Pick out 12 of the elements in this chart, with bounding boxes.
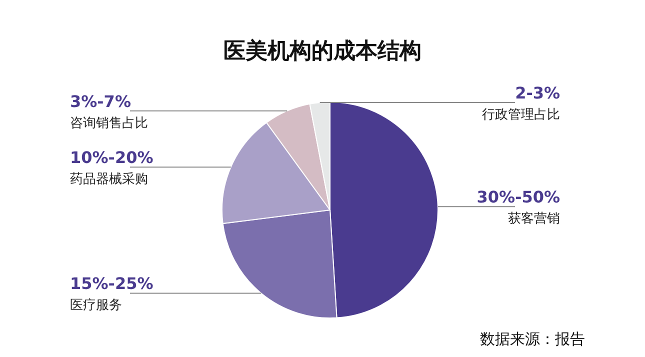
- slice-label: 行政管理占比: [482, 107, 560, 122]
- slice-label: 获客营销: [508, 210, 560, 227]
- text: 10%-20%: [70, 148, 154, 168]
- chart-title: 医美机构的成本结构: [222, 38, 422, 66]
- slice-label: 医疗服务: [70, 298, 122, 314]
- slice-label: 咨询销售占比: [70, 116, 148, 131]
- text: 15%-25%: [70, 274, 154, 294]
- text: 3%-7%: [70, 92, 131, 111]
- source-note: 数据来源：报告: [480, 330, 585, 349]
- slice-label: 药品器械采购: [70, 172, 148, 188]
- text: 2-3%: [515, 83, 560, 102]
- text: 30%-50%: [476, 188, 560, 207]
